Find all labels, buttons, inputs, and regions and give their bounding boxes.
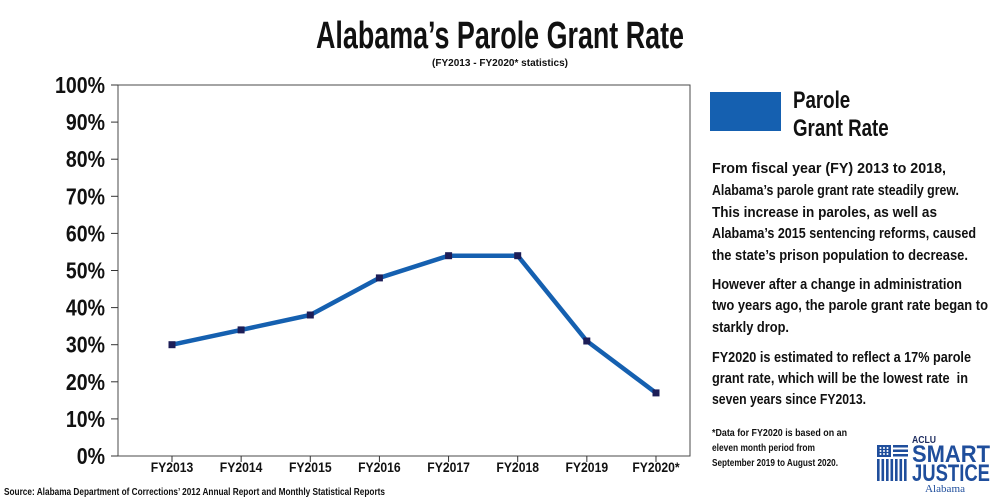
data-point-fy2017 (445, 252, 453, 260)
icon-part (886, 447, 889, 449)
paragraph-2-line: However after a change in administration (712, 276, 962, 293)
legend-label-line: Grant Rate (793, 115, 889, 142)
y-axis: 0% 10% 20% 30% 40% 50% 60% 70% 80% 90% 100% (55, 72, 118, 469)
footnote: *Data for FY2020 is based on an eleven m… (712, 428, 847, 469)
icon-part (893, 454, 908, 457)
icon-part (879, 447, 882, 449)
x-tick-label: FY2019 (566, 460, 609, 475)
legend-swatch (710, 92, 781, 131)
description-text: From fiscal year (FY) 2013 to 2018, Alab… (712, 160, 988, 408)
paragraph-1-line: Alabama’s parole grant rate steadily gre… (712, 182, 959, 199)
icon-part (883, 450, 885, 452)
icon-part (895, 459, 898, 481)
paragraph-3-line: grant rate, which will be the lowest rat… (712, 370, 968, 387)
x-tick-label: FY2020* (632, 460, 680, 475)
x-tick-label: FY2016 (358, 460, 401, 475)
logo-state-text: Alabama (925, 483, 965, 495)
y-tick-label: 50% (66, 258, 105, 284)
y-tick-label: 10% (66, 406, 105, 432)
paragraph-1-line: From fiscal year (FY) 2013 to 2018, (712, 160, 946, 177)
icon-part (899, 459, 903, 481)
x-axis: FY2013 FY2014 FY2015 FY2016 FY2017 FY2018 FY20… (151, 456, 680, 475)
data-point-fy2020 (652, 389, 660, 397)
legend-label-line: Parole (793, 87, 855, 114)
icon-part (883, 447, 885, 449)
data-point-fy2019 (583, 337, 591, 345)
paragraph-1-line: the state’s prison population to decreas… (712, 247, 968, 264)
icon-part (883, 453, 885, 455)
data-point-fy2018 (514, 252, 522, 260)
y-tick-label: 80% (66, 146, 105, 172)
icon-part (877, 459, 880, 481)
paragraph-1-line: This increase in paroles, as well as (712, 204, 937, 221)
x-tick-label: FY2014 (220, 460, 263, 475)
icon-part (886, 459, 889, 481)
paragraph-2-line: two years ago, the parole grant rate beg… (712, 297, 988, 314)
icon-part (904, 459, 907, 481)
legend: Parole Grant Rate (710, 87, 889, 142)
data-point-fy2013 (168, 341, 176, 349)
footnote-line: September 2019 to August 2020. (712, 458, 838, 469)
y-tick-label: 100% (55, 72, 105, 98)
y-tick-label: 40% (66, 295, 105, 321)
y-tick-label: 70% (66, 183, 105, 209)
icon-part (886, 453, 889, 455)
source-note: Source: Alabama Department of Correction… (4, 486, 385, 498)
line-chart: 0% 10% 20% 30% 40% 50% 60% 70% 80% 90% 100% FY2013… (55, 72, 691, 475)
icon-part (881, 459, 885, 481)
y-tick-label: 30% (66, 332, 105, 358)
x-tick-label: FY2018 (496, 460, 539, 475)
x-tick-label: FY2017 (427, 460, 470, 475)
x-tick-label: FY2013 (151, 460, 194, 475)
data-point-fy2015 (306, 311, 314, 319)
flag-bars-icon (877, 445, 908, 481)
y-tick-label: 90% (66, 109, 105, 135)
footnote-line: *Data for FY2020 is based on an (712, 428, 847, 439)
data-point-fy2016 (375, 274, 383, 282)
chart-subtitle: (FY2013 - FY2020* statistics) (432, 57, 568, 69)
aclu-smart-justice-logo: ACLU SMART JUSTICE Alabama (877, 435, 990, 495)
y-tick-label: 0% (77, 443, 105, 469)
icon-part (879, 453, 882, 455)
chart-title: Alabama’s Parole Grant Rate (316, 15, 684, 57)
x-tick-label: FY2015 (289, 460, 332, 475)
logo-justice-text: JUSTICE (912, 460, 990, 487)
paragraph-1-line: Alabama’s 2015 sentencing reforms, cause… (712, 225, 976, 242)
paragraph-3-line: seven years since FY2013. (712, 391, 866, 408)
paragraph-2-line: starkly drop. (712, 319, 789, 336)
legend-label: Parole Grant Rate (793, 87, 889, 142)
y-tick-label: 20% (66, 369, 105, 395)
icon-part (879, 450, 882, 452)
series-line (169, 253, 659, 396)
footnote-line: eleven month period from (712, 443, 815, 454)
icon-part (893, 449, 908, 452)
icon-part (890, 459, 894, 481)
paragraph-3-line: FY2020 is estimated to reflect a 17% par… (712, 349, 971, 366)
logo-aclu-text: ACLU (912, 435, 936, 446)
icon-part (893, 445, 908, 448)
series-parole-grant-rate (168, 252, 660, 397)
y-tick-label: 60% (66, 220, 105, 246)
icon-part (886, 450, 889, 452)
logo-smart-text: SMART (912, 441, 990, 468)
data-point-fy2014 (237, 326, 245, 334)
